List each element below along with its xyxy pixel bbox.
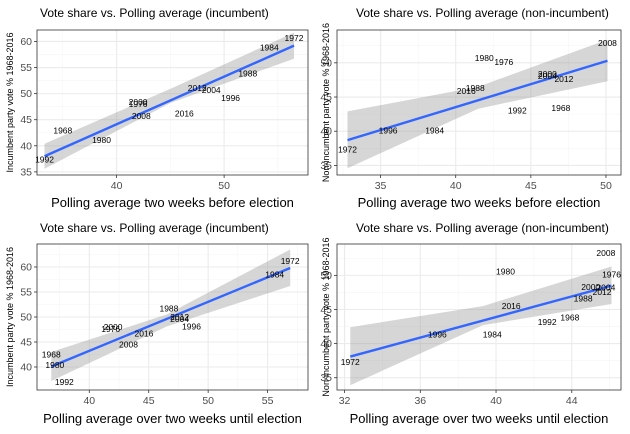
chart2-x-tick-label: 50 bbox=[202, 395, 214, 407]
chart0-point-label: 1992 bbox=[35, 154, 54, 164]
chart3-point-label: 2008 bbox=[596, 248, 615, 258]
chart0-y-tick-label: 40 bbox=[20, 140, 32, 152]
chart0-point-label: 1976 bbox=[129, 99, 148, 109]
chart2-point-label: 1992 bbox=[55, 377, 74, 387]
chart1-point-label: 1976 bbox=[494, 57, 513, 67]
chart2-y-tick-label: 55 bbox=[20, 287, 32, 299]
chart3-point-label: 1996 bbox=[428, 330, 447, 340]
chart0-title: Vote share vs. Polling average (incumben… bbox=[40, 6, 269, 20]
chart2-y-tick-label: 50 bbox=[20, 312, 32, 324]
chart2-point-label: 1996 bbox=[182, 322, 201, 332]
chart2-x-tick-label: 55 bbox=[262, 395, 274, 407]
chart0-y-tick-label: 55 bbox=[20, 62, 32, 74]
chart3-y-axis-label: Non-incumbent party vote % 1968-2016 bbox=[321, 237, 331, 396]
chart0-x-axis-label: Polling average two weeks before electio… bbox=[51, 195, 294, 210]
chart3-point-label: 1976 bbox=[602, 270, 621, 280]
chart1-point-label: 1968 bbox=[551, 103, 570, 113]
chart0-point-label: 1972 bbox=[285, 33, 304, 43]
chart2-y-tick-label: 45 bbox=[20, 337, 32, 349]
chart1-x-tick-label: 50 bbox=[600, 180, 612, 192]
chart3-x-tick-label: 36 bbox=[414, 395, 426, 407]
chart0-point-label: 2004 bbox=[202, 85, 221, 95]
chart1-y-axis-label: Non-incumbent party vote % 1968-2016 bbox=[321, 23, 331, 182]
chart0-y-tick-label: 50 bbox=[20, 88, 32, 100]
chart0-y-tick-label: 35 bbox=[20, 166, 32, 178]
chart0-y-tick-label: 45 bbox=[20, 114, 32, 126]
chart0-x-tick-label: 40 bbox=[111, 180, 123, 192]
chart1-x-axis-label: Polling average two weeks before electio… bbox=[358, 195, 601, 210]
chart3-point-label: 1980 bbox=[496, 266, 515, 276]
chart3-x-tick-label: 32 bbox=[339, 395, 351, 407]
chart0-point-label: 2016 bbox=[175, 108, 194, 118]
chart0-point-label: 1988 bbox=[238, 68, 257, 78]
chart1-x-tick-label: 40 bbox=[450, 180, 462, 192]
chart1-point-label: 2008 bbox=[598, 38, 617, 48]
chart1-point-label: 1980 bbox=[475, 53, 494, 63]
chart1-point-label: 1996 bbox=[379, 126, 398, 136]
chart3-point-label: 2012 bbox=[593, 287, 612, 297]
chart3-point-label: 1984 bbox=[483, 330, 502, 340]
chart1-point-label: 2012 bbox=[554, 74, 573, 84]
chart2-point-label: 1980 bbox=[45, 360, 64, 370]
chart1-point-label: 2016 bbox=[457, 86, 476, 96]
chart3-point-label: 2016 bbox=[502, 301, 521, 311]
panel-bottom-right: 20081980 1976200020042012198820161992 1968… bbox=[320, 221, 621, 426]
chart0-point-label: 1984 bbox=[260, 43, 279, 53]
chart2-point-label: 2016 bbox=[135, 329, 154, 339]
chart2-y-axis-label: Incumbent party vote % 1968-2016 bbox=[5, 247, 15, 387]
chart0-point-label: 1996 bbox=[221, 93, 240, 103]
chart0-point-label: 2008 bbox=[132, 111, 151, 121]
chart1-title: Vote share vs. Polling average (non-incu… bbox=[356, 6, 609, 20]
chart2-x-tick-label: 45 bbox=[143, 395, 155, 407]
chart1-x-tick-label: 35 bbox=[375, 180, 387, 192]
chart0-point-label: 1968 bbox=[53, 126, 72, 136]
chart0-y-axis-label: Incumbent party vote % 1968-2016 bbox=[5, 32, 15, 172]
chart3-x-tick-label: 40 bbox=[490, 395, 502, 407]
chart2-y-tick-label: 60 bbox=[20, 262, 32, 274]
chart3-x-axis-label: Polling average over two weeks until ele… bbox=[350, 411, 609, 426]
chart2-point-label: 1968 bbox=[42, 350, 61, 360]
chart2-point-label: 1984 bbox=[265, 270, 284, 280]
chart3-point-label: 1992 bbox=[538, 317, 557, 327]
chart3-title: Vote share vs. Polling average (non-incu… bbox=[356, 221, 609, 235]
chart2-y-tick-label: 40 bbox=[20, 362, 32, 374]
chart3-point-label: 1972 bbox=[341, 357, 360, 367]
chart3-point-label: 1988 bbox=[574, 294, 593, 304]
chart0-y-tick-label: 60 bbox=[20, 36, 32, 48]
chart2-point-label: 1972 bbox=[281, 256, 300, 266]
chart0-x-tick-label: 50 bbox=[218, 180, 230, 192]
chart1-point-label: 1992 bbox=[508, 106, 527, 116]
chart2-point-label: 2008 bbox=[119, 340, 138, 350]
chart1-x-tick-label: 45 bbox=[525, 180, 537, 192]
chart0-point-label: 1980 bbox=[92, 135, 111, 145]
chart1-point-label: 1972 bbox=[338, 145, 357, 155]
chart1-point-label: 1984 bbox=[425, 126, 444, 136]
chart3-x-tick-label: 44 bbox=[566, 395, 578, 407]
chart2-point-label: 1976 bbox=[101, 324, 120, 334]
chart2-x-tick-label: 40 bbox=[83, 395, 95, 407]
chart2-x-axis-label: Polling average over two weeks until ele… bbox=[43, 411, 302, 426]
chart3-point-label: 1968 bbox=[560, 313, 579, 323]
chart2-title: Vote share vs. Polling average (incumben… bbox=[40, 221, 269, 235]
